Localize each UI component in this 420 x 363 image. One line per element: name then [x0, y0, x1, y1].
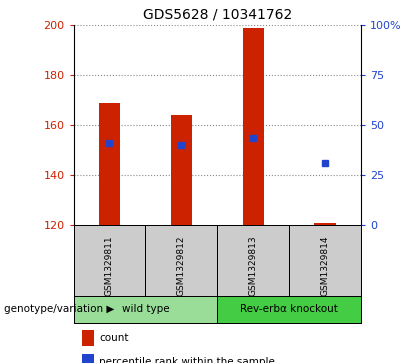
Text: GSM1329814: GSM1329814 — [321, 236, 330, 296]
Bar — [315, 223, 336, 225]
Title: GDS5628 / 10341762: GDS5628 / 10341762 — [143, 8, 292, 21]
Bar — [171, 115, 192, 225]
Text: genotype/variation ▶: genotype/variation ▶ — [4, 304, 115, 314]
Bar — [218, 295, 361, 323]
Text: GSM1329812: GSM1329812 — [177, 236, 186, 296]
Bar — [218, 225, 289, 295]
Text: Rev-erbα knockout: Rev-erbα knockout — [240, 304, 338, 314]
Text: count: count — [100, 333, 129, 343]
Text: percentile rank within the sample: percentile rank within the sample — [100, 357, 275, 363]
Bar — [82, 330, 94, 346]
Text: GSM1329813: GSM1329813 — [249, 236, 258, 296]
Bar — [242, 28, 264, 225]
Bar — [145, 225, 218, 295]
Bar — [289, 225, 361, 295]
Text: GSM1329811: GSM1329811 — [105, 236, 114, 296]
Bar — [99, 103, 120, 225]
Bar — [74, 225, 145, 295]
Bar — [74, 295, 218, 323]
Text: wild type: wild type — [122, 304, 169, 314]
Bar — [82, 354, 94, 363]
